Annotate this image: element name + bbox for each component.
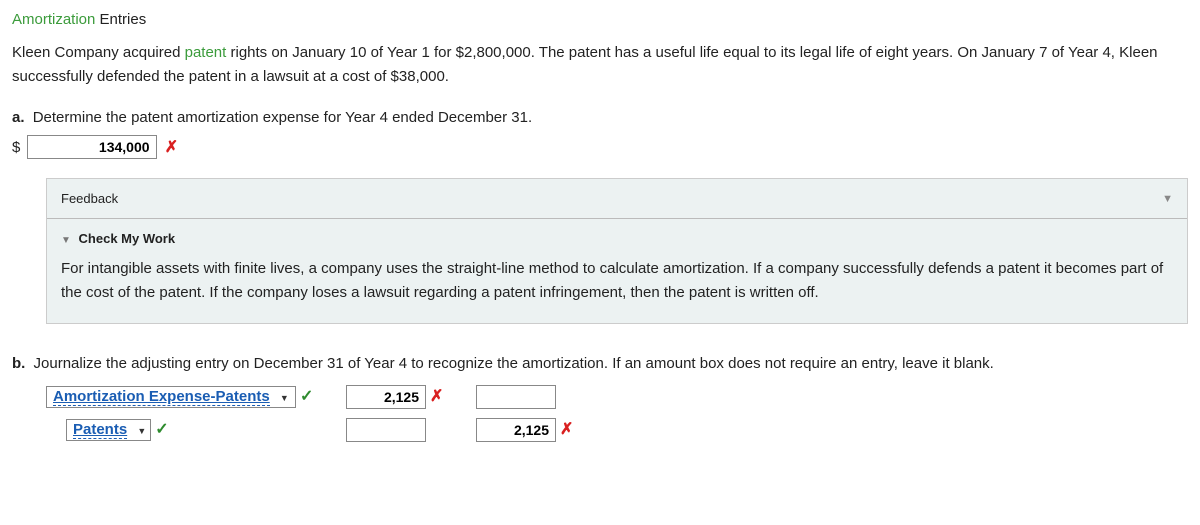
journal-entry-area: Amortization Expense-Patents ▼ ✓ ✗ Paten… bbox=[46, 385, 1188, 443]
wrong-icon: ✗ bbox=[165, 139, 178, 156]
account-select[interactable]: Patents ▼ bbox=[66, 419, 151, 441]
credit-cell: ✗ bbox=[476, 418, 606, 443]
chevron-down-icon: ▼ bbox=[137, 426, 146, 436]
check-my-work-toggle[interactable]: ▼ Check My Work bbox=[47, 219, 1187, 253]
credit-input[interactable] bbox=[476, 385, 556, 409]
account-cell: Amortization Expense-Patents ▼ ✓ bbox=[46, 385, 346, 410]
feedback-body-text: For intangible assets with finite lives,… bbox=[47, 253, 1187, 323]
account-name: Patents bbox=[73, 421, 127, 439]
debit-cell: ✗ bbox=[346, 385, 476, 410]
account-select[interactable]: Amortization Expense-Patents ▼ bbox=[46, 386, 296, 408]
feedback-panel: Feedback ▼ ▼ Check My Work For intangibl… bbox=[46, 178, 1188, 323]
check-icon: ✓ bbox=[155, 418, 168, 443]
credit-input[interactable] bbox=[476, 418, 556, 442]
feedback-header-label: Feedback bbox=[61, 191, 118, 206]
journal-row: Patents ▼ ✓ ✗ bbox=[46, 418, 1188, 443]
caret-down-icon: ▼ bbox=[61, 235, 71, 246]
currency-symbol: $ bbox=[12, 136, 20, 159]
wrong-icon: ✗ bbox=[430, 385, 443, 410]
problem-statement: Kleen Company acquired patent rights on … bbox=[12, 41, 1188, 88]
problem-prefix: Kleen Company acquired bbox=[12, 44, 185, 61]
debit-input[interactable] bbox=[346, 385, 426, 409]
part-b-label: b. bbox=[12, 355, 25, 372]
chevron-down-icon: ▼ bbox=[280, 393, 289, 403]
patent-link-word[interactable]: patent bbox=[185, 44, 227, 61]
debit-input[interactable] bbox=[346, 418, 426, 442]
check-icon: ✓ bbox=[300, 385, 313, 410]
credit-cell bbox=[476, 385, 606, 409]
page-title: Amortization Entries bbox=[12, 8, 1188, 31]
part-b-question: b. Journalize the adjusting entry on Dec… bbox=[12, 352, 1188, 375]
caret-down-icon: ▼ bbox=[1162, 191, 1173, 208]
feedback-header[interactable]: Feedback ▼ bbox=[47, 179, 1187, 218]
wrong-icon: ✗ bbox=[560, 418, 573, 443]
check-my-work-label: Check My Work bbox=[79, 231, 176, 246]
part-a-text: Determine the patent amortization expens… bbox=[33, 109, 532, 126]
account-name: Amortization Expense-Patents bbox=[53, 388, 270, 406]
part-a-label: a. bbox=[12, 109, 25, 126]
account-cell: Patents ▼ ✓ bbox=[46, 418, 346, 443]
part-a-input[interactable] bbox=[27, 135, 157, 159]
journal-row: Amortization Expense-Patents ▼ ✓ ✗ bbox=[46, 385, 1188, 410]
part-b-text: Journalize the adjusting entry on Decemb… bbox=[34, 355, 994, 372]
title-word-1: Amortization bbox=[12, 11, 95, 28]
part-a-question: a. Determine the patent amortization exp… bbox=[12, 106, 1188, 129]
debit-cell bbox=[346, 418, 476, 442]
title-word-2: Entries bbox=[100, 11, 147, 28]
part-a-answer-row: $ ✗ bbox=[12, 135, 1188, 160]
